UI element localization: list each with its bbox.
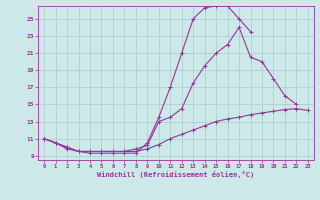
X-axis label: Windchill (Refroidissement éolien,°C): Windchill (Refroidissement éolien,°C) [97, 171, 255, 178]
